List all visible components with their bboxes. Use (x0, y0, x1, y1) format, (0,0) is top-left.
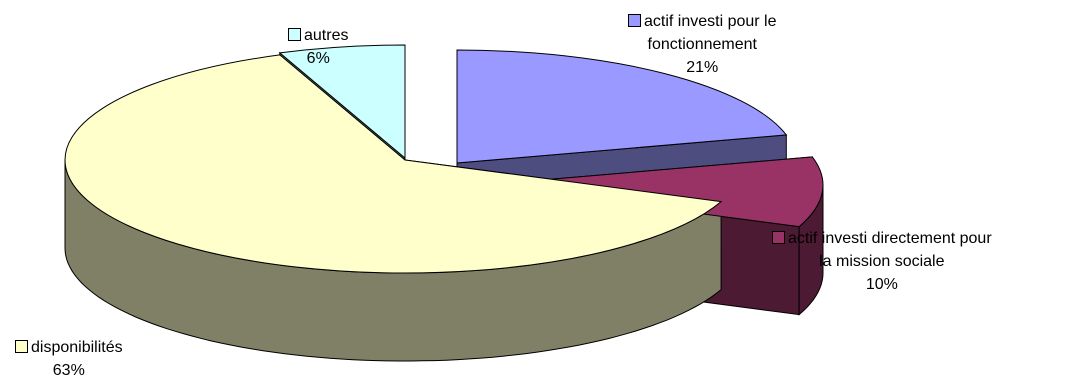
legend-swatch-mission-sociale (772, 231, 785, 244)
label-disponibilites-pct: 63% (52, 362, 85, 379)
label-autres-pct: 6% (306, 50, 330, 67)
label-mission-sociale-pct: 10% (865, 276, 898, 293)
legend-swatch-disponibilites (15, 340, 28, 353)
label-fonctionnement-line1: actif investi pour le (644, 13, 777, 30)
label-mission-sociale-line2: la mission sociale (819, 253, 945, 270)
slice-top-fonctionnement (456, 49, 788, 164)
label-autres: autres 6% (288, 24, 348, 70)
legend-swatch-autres (288, 28, 301, 41)
label-fonctionnement-pct: 21% (686, 59, 719, 76)
label-disponibilites: disponibilités 63% (15, 336, 123, 382)
slice-top-mission-sociale (482, 156, 824, 228)
label-mission-sociale: actif investi directement pour la missio… (772, 227, 992, 296)
label-fonctionnement-line2: fonctionnement (647, 36, 757, 53)
label-mission-sociale-line1: actif investi directement pour (788, 230, 992, 247)
pie-tops (64, 44, 824, 274)
slice-top-autres (278, 44, 406, 160)
legend-swatch-fonctionnement (628, 14, 641, 27)
slice-top-disponibilites (64, 54, 723, 274)
label-autres-line1: autres (304, 27, 349, 44)
label-fonctionnement: actif investi pour le fonctionnement 21% (628, 10, 777, 79)
label-disponibilites-line1: disponibilités (31, 339, 123, 356)
